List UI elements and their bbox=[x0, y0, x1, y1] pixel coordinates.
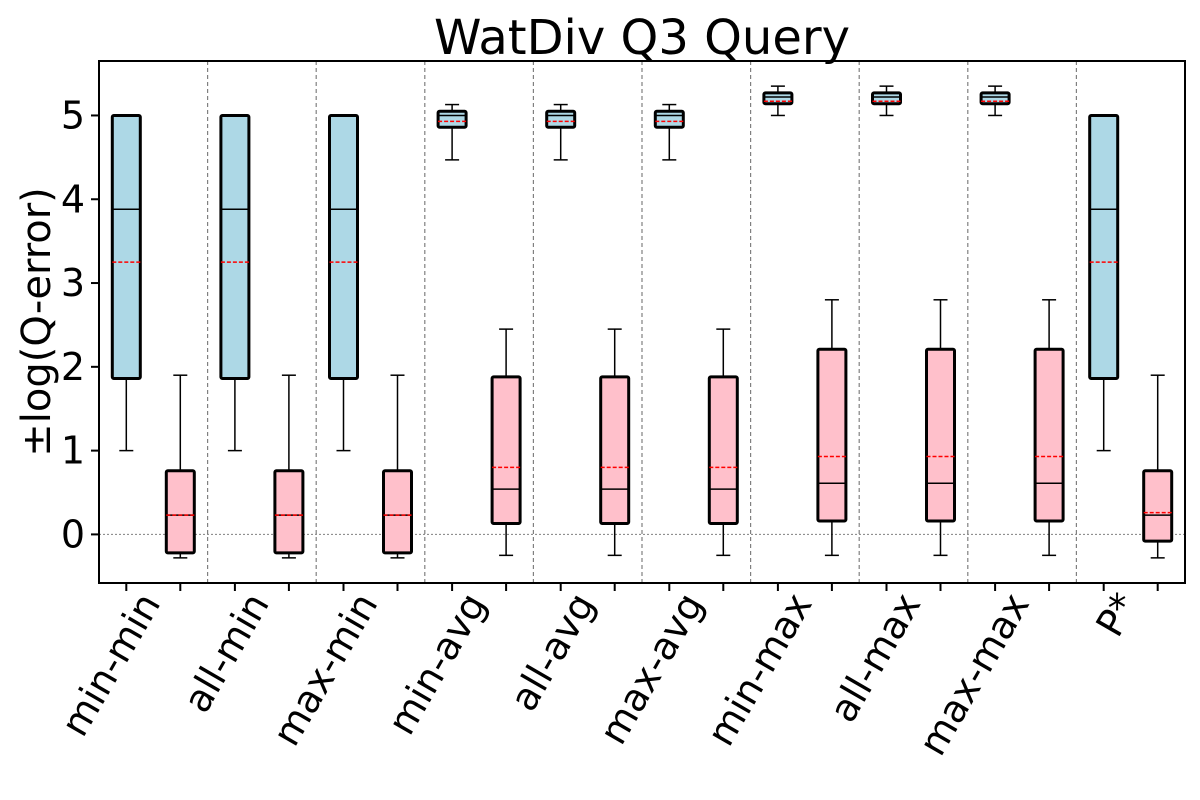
box-P*-series-1 bbox=[1088, 113, 1120, 452]
y-tick-label: 5 bbox=[61, 93, 85, 137]
box-body bbox=[653, 109, 685, 129]
y-tick-label: 3 bbox=[61, 261, 85, 305]
box-all-min-series-2 bbox=[273, 374, 305, 559]
box-all-max-series-1 bbox=[871, 85, 902, 117]
box-body bbox=[436, 109, 468, 129]
box-max-max-series-2 bbox=[1033, 299, 1065, 557]
box-min-avg-series-1 bbox=[436, 103, 468, 161]
box-body bbox=[273, 469, 305, 555]
box-min-max-series-1 bbox=[762, 85, 794, 117]
box-body bbox=[1033, 347, 1065, 523]
box-body bbox=[328, 113, 359, 381]
box-min-min-series-1 bbox=[110, 113, 142, 452]
box-body bbox=[762, 91, 794, 106]
x-tick-label: all-max bbox=[821, 586, 930, 730]
box-body bbox=[382, 469, 413, 555]
box-max-avg-series-2 bbox=[707, 328, 739, 557]
x-tick-label: all-min bbox=[175, 586, 278, 720]
box-body bbox=[871, 91, 902, 106]
chart-title: WatDiv Q3 Query bbox=[434, 10, 850, 66]
box-all-avg-series-1 bbox=[545, 103, 577, 161]
x-tick-label: min-avg bbox=[379, 586, 495, 742]
x-tick-label: max-min bbox=[264, 586, 386, 754]
box-all-avg-series-2 bbox=[599, 328, 631, 557]
box-body bbox=[1088, 113, 1120, 381]
box-body bbox=[979, 91, 1011, 106]
box-min-avg-series-2 bbox=[490, 328, 522, 557]
box-body bbox=[219, 113, 251, 381]
box-body bbox=[599, 375, 631, 526]
x-tick-label: max-avg bbox=[591, 586, 712, 752]
plot-frame bbox=[98, 60, 1186, 584]
box-body bbox=[490, 375, 522, 526]
box-P*-series-2 bbox=[1142, 374, 1174, 559]
x-tick-label: max-max bbox=[910, 586, 1038, 763]
box-all-max-series-2 bbox=[925, 299, 956, 557]
x-tick-label: min-min bbox=[52, 586, 169, 744]
box-body bbox=[925, 347, 956, 523]
box-max-min-series-1 bbox=[328, 113, 359, 452]
box-body bbox=[707, 375, 739, 526]
box-body bbox=[545, 109, 577, 129]
x-tick-label: all-avg bbox=[501, 586, 603, 719]
y-axis-label: ±log(Q-error) bbox=[14, 187, 60, 457]
box-body bbox=[110, 113, 142, 381]
box-min-min-series-2 bbox=[164, 374, 196, 559]
y-tick-label: 0 bbox=[61, 512, 85, 556]
box-body bbox=[1142, 469, 1174, 543]
box-all-min-series-1 bbox=[219, 113, 251, 452]
x-tick-label: P* bbox=[1087, 586, 1146, 644]
box-body bbox=[164, 469, 196, 555]
y-tick-label: 2 bbox=[61, 345, 85, 389]
box-min-max-series-2 bbox=[816, 299, 848, 557]
box-max-avg-series-1 bbox=[653, 103, 685, 161]
y-tick-label: 4 bbox=[61, 177, 85, 221]
y-tick-label: 1 bbox=[61, 429, 85, 473]
box-max-min-series-2 bbox=[382, 374, 413, 559]
box-body bbox=[816, 347, 848, 523]
box-max-max-series-1 bbox=[979, 85, 1011, 117]
x-tick-label: min-max bbox=[699, 586, 821, 754]
